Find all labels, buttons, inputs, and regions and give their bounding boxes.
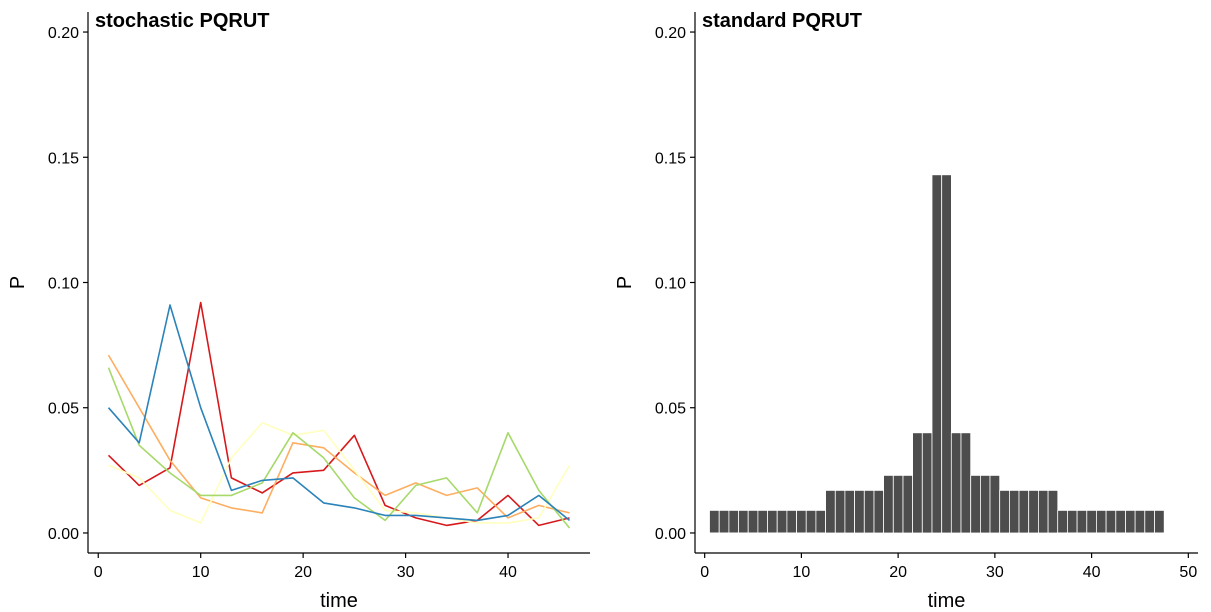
y-tick-label: 0.10 [48,276,79,293]
series-line [107,301,570,527]
bar [1115,509,1126,534]
bar [960,432,972,534]
y-tick-label: 0.15 [655,150,686,167]
bar [844,489,856,534]
x-tick-label: 10 [793,564,811,581]
x-tick-label: 30 [397,564,415,581]
bar [709,509,720,534]
x-tick-label: 40 [1083,564,1101,581]
bar [921,432,933,534]
bar [767,509,778,534]
x-tick-label: 40 [499,564,517,581]
bar [728,509,740,534]
x-tick-label: 50 [1179,564,1197,581]
bar [1047,489,1059,534]
bar [970,474,981,534]
bar [854,489,865,534]
bar [757,509,769,534]
stochastic-panel: stochastic PQRUT 0.00 0.05 0.10 0.15 0.20 0 10… [7,10,590,612]
series-line [108,421,571,524]
x-tick-label: 20 [889,564,907,581]
bar [989,474,1001,534]
bar [892,474,904,534]
chart-title: stochastic PQRUT [95,10,269,32]
bar [1144,509,1155,534]
bar [786,509,798,534]
bar [834,489,846,534]
bar [1009,489,1020,534]
x-axis-label: time [928,590,966,612]
bar [1125,509,1136,534]
bar [931,174,943,534]
bar [999,489,1010,534]
series-line [107,354,570,519]
bar [941,174,952,534]
y-tick-label: 0.10 [655,276,686,293]
bar [776,509,788,534]
y-axis-label: P [614,276,636,289]
bar [1134,509,1146,534]
bar [1086,509,1097,534]
bar [883,474,894,534]
bar [747,509,759,534]
x-tick-label: 0 [94,564,103,581]
series-line [107,304,571,522]
bar [980,474,991,534]
y-tick-label: 0.20 [48,25,79,42]
bar [1057,509,1068,534]
bar [902,474,914,534]
y-tick-label: 0.00 [48,526,79,543]
series-line [107,367,571,529]
y-axis-label: P [7,276,29,289]
bar [815,509,827,534]
bar [825,489,836,534]
x-tick-label: 20 [294,564,312,581]
bar [1076,509,1088,534]
x-axis-label: time [320,590,358,612]
x-tick-label: 30 [986,564,1004,581]
bar [1018,489,1030,534]
bar [873,489,885,534]
bar [1154,509,1165,534]
y-tick-label: 0.00 [655,526,686,543]
bar [912,432,923,534]
bar [950,432,962,534]
standard-panel: standard PQRUT 0.00 0.05 0.10 0.15 0.20 0 10 20… [614,10,1198,612]
chart-title: standard PQRUT [702,10,862,32]
x-tick-label: 0 [700,564,709,581]
bar [1028,489,1039,534]
y-tick-label: 0.20 [655,25,686,42]
bar [718,509,730,534]
bar [805,509,817,534]
y-tick-label: 0.05 [655,401,686,418]
bar [1096,509,1107,534]
y-tick-label: 0.05 [48,401,79,418]
bar [738,509,749,534]
bar [1038,489,1049,534]
bar [1105,509,1117,534]
bar [863,489,875,534]
bar [796,509,807,534]
y-tick-label: 0.15 [48,150,79,167]
bar [1067,509,1078,534]
x-tick-label: 10 [192,564,210,581]
